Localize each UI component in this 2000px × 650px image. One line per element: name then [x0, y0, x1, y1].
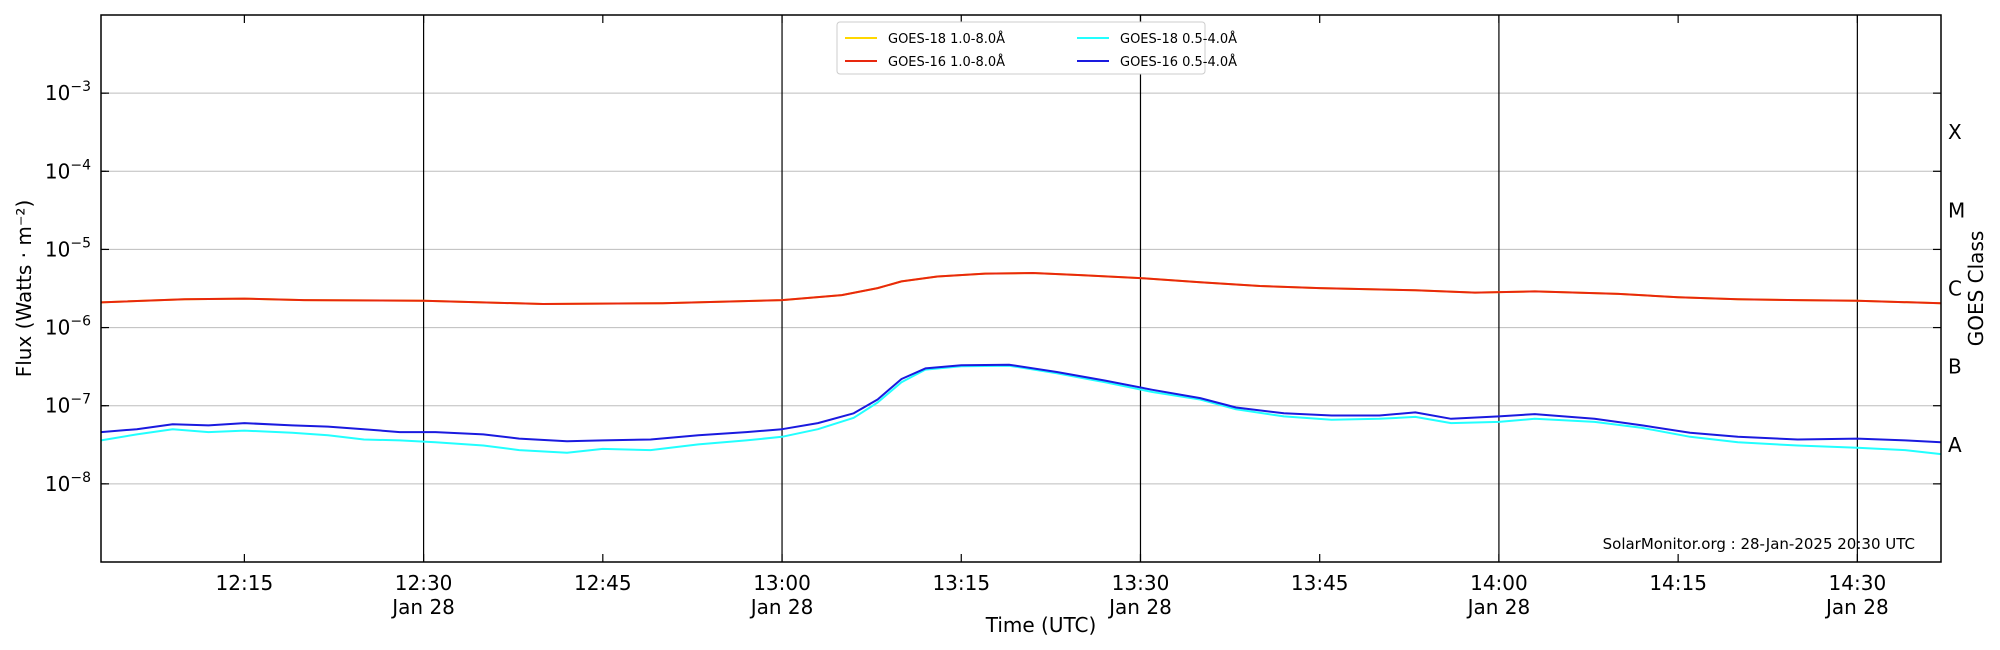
goes-class-labels: A B C M X	[1948, 120, 1965, 457]
x-tick-label: 14:15	[1649, 571, 1707, 595]
y-tick-label: 10−4	[45, 157, 91, 183]
series-line-3	[100, 363, 1942, 444]
x-tick-sublabel: Jan 28	[749, 595, 814, 619]
legend-item: GOES-16 0.5-4.0Å	[1077, 54, 1237, 70]
y-tick-exponent: −8	[70, 470, 91, 486]
x-tick-sublabel: Jan 28	[390, 595, 455, 619]
x-tick-sublabel: Jan 28	[1466, 595, 1531, 619]
goes-class-label: X	[1948, 120, 1962, 144]
legend-item: GOES-18 1.0-8.0Å	[845, 31, 1005, 47]
x-tick-label: 13:45	[1291, 571, 1349, 595]
x-tick-label: 12:30	[395, 571, 453, 595]
x-tick-label: 14:30	[1829, 571, 1887, 595]
y-tick-base: 10	[45, 316, 70, 340]
x-tick-label: 13:30	[1112, 571, 1170, 595]
goes-class-label: C	[1948, 277, 1962, 301]
x-tick-sublabel: Jan 28	[1824, 595, 1889, 619]
goes-class-label: A	[1948, 433, 1962, 457]
y2-axis-title: GOES Class	[1964, 231, 1988, 347]
y-tick-label: 10−8	[45, 470, 91, 496]
legend-box	[836, 21, 1206, 75]
x-tick-sublabel: Jan 28	[1107, 595, 1172, 619]
x-tick-label: 14:00	[1470, 571, 1528, 595]
legend-label: GOES-18 0.5-4.0Å	[1120, 31, 1237, 47]
y-tick-exponent: −3	[70, 79, 91, 95]
y-tick-exponent: −7	[70, 392, 91, 408]
series-line-0	[100, 272, 1942, 305]
legend: GOES-18 1.0-8.0Å GOES-18 0.5-4.0Å GOES-16 …	[836, 21, 1237, 75]
y-tick-exponent: −4	[70, 157, 91, 173]
x-tick-label: 13:00	[753, 571, 811, 595]
y-tick-base: 10	[45, 81, 70, 105]
series-line-2	[100, 364, 1942, 456]
y-tick-exponent: −6	[70, 314, 91, 330]
y-tick-base: 10	[45, 237, 70, 261]
series-layer	[100, 272, 1942, 456]
y-tick-label: 10−7	[45, 392, 91, 418]
y-tick-label: 10−6	[45, 314, 91, 340]
y-axis-ticks: 10−810−710−610−510−410−3	[45, 14, 1941, 563]
vertical-lines	[422, 15, 1858, 562]
y-axis-title: Flux (Watts · m⁻²)	[12, 200, 36, 378]
credit-text: SolarMonitor.org : 28-Jan-2025 20:30 UTC	[1603, 535, 1915, 553]
x-tick-label: 12:15	[216, 571, 274, 595]
y-tick-label: 10−5	[45, 235, 91, 261]
y-tick-base: 10	[45, 472, 70, 496]
legend-label: GOES-16 0.5-4.0Å	[1120, 54, 1237, 70]
series-line-1	[100, 272, 1942, 305]
goes-class-label: M	[1948, 198, 1965, 222]
legend-label: GOES-18 1.0-8.0Å	[888, 31, 1005, 47]
x-axis-title: Time (UTC)	[985, 613, 1097, 637]
y-tick-base: 10	[45, 159, 70, 183]
goes-class-label: B	[1948, 355, 1962, 379]
legend-item: GOES-18 0.5-4.0Å	[1077, 31, 1237, 47]
y-tick-exponent: −5	[70, 235, 91, 251]
legend-item: GOES-16 1.0-8.0Å	[845, 54, 1005, 70]
grid-layer	[101, 92, 1941, 485]
plot-frame	[100, 14, 1942, 563]
y-tick-base: 10	[45, 394, 70, 418]
x-tick-label: 12:45	[574, 571, 632, 595]
legend-label: GOES-16 1.0-8.0Å	[888, 54, 1005, 70]
y-tick-label: 10−3	[45, 79, 91, 105]
x-tick-label: 13:15	[932, 571, 990, 595]
